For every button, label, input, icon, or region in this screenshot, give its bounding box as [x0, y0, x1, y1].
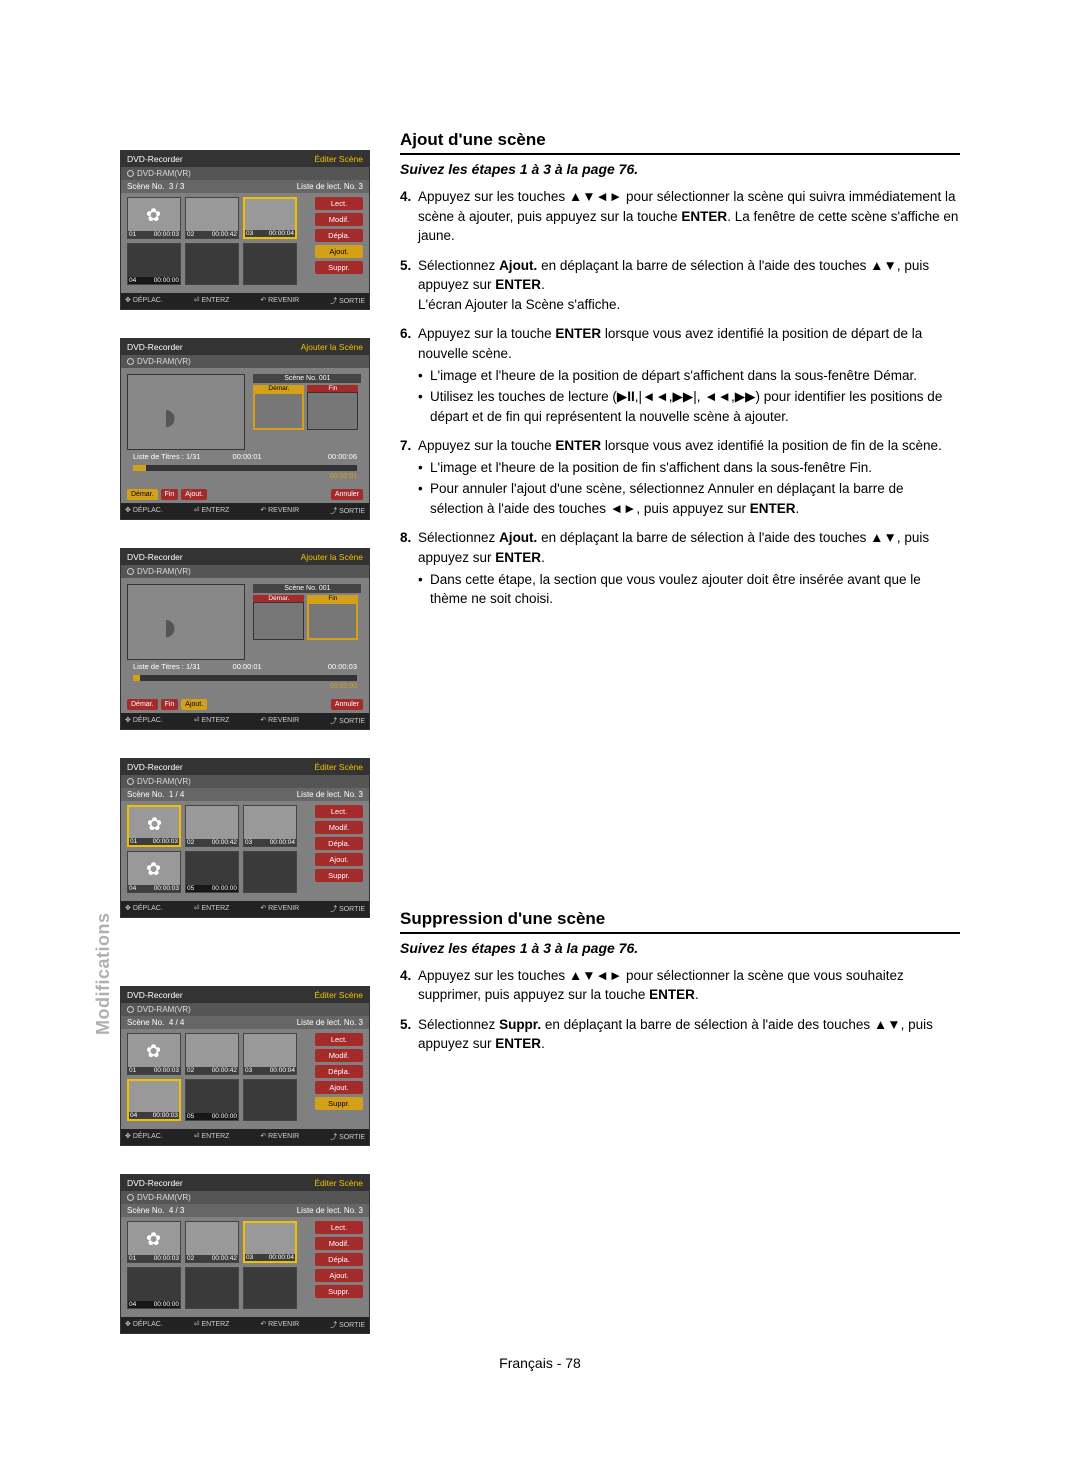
section2-steps: 4.Appuyez sur les touches ▲▼◄► pour séle… — [400, 966, 960, 1054]
panel-add-scene-1: DVD-RecorderAjouter la Scène DVD-RAM(VR)… — [120, 338, 370, 520]
hdr-recorder: DVD-Recorder — [127, 154, 183, 164]
btn-annuler[interactable]: Annuler — [331, 489, 363, 500]
panel-edit-scene-2: DVD-RecorderÉditer Scène DVD-RAM(VR) Scè… — [120, 758, 370, 918]
btn-fin[interactable]: Fin — [161, 489, 179, 500]
panel-add-scene-2: DVD-RecorderAjouter la Scène DVD-RAM(VR)… — [120, 548, 370, 730]
btn-ajout2[interactable]: Ajout. — [181, 489, 207, 500]
btn-ajout[interactable]: Ajout. — [315, 245, 363, 258]
panel-edit-scene-3: DVD-RecorderÉditer Scène DVD-RAM(VR) Scè… — [120, 986, 370, 1146]
playlist-label: Liste de lect. No. 3 — [297, 182, 363, 191]
panel-footer: ✥ DÉPLAC.⏎ ENTERZ↶ REVENIR⤴ SORTIE — [121, 293, 369, 309]
btn-suppr[interactable]: Suppr. — [315, 261, 363, 274]
btn-depla[interactable]: Dépla. — [315, 229, 363, 242]
section2-subtitle: Suivez les étapes 1 à 3 à la page 76. — [400, 940, 960, 956]
instructions-column: Ajout d'une scène Suivez les étapes 1 à … — [400, 130, 960, 1064]
section2-title: Suppression d'une scène — [400, 909, 960, 929]
side-tab-modifications: Modifications — [93, 913, 114, 1036]
hdr-mode: Éditer Scène — [314, 154, 363, 164]
btn-modif[interactable]: Modif. — [315, 213, 363, 226]
section1-title: Ajout d'une scène — [400, 130, 960, 150]
btn-lect[interactable]: Lect. — [315, 197, 363, 210]
screenshots-column: DVD-RecorderÉditer Scène DVD-RAM(VR) Scè… — [120, 150, 370, 1362]
disc-label: DVD-RAM(VR) — [137, 169, 191, 178]
panel-edit-scene-1: DVD-RecorderÉditer Scène DVD-RAM(VR) Scè… — [120, 150, 370, 310]
section1-steps: 4.Appuyez sur les touches ▲▼◄► pour séle… — [400, 187, 960, 609]
section1-subtitle: Suivez les étapes 1 à 3 à la page 76. — [400, 161, 960, 177]
scene-menu[interactable]: Lect. Modif. Dépla. Ajout. Suppr. — [315, 197, 363, 289]
page-footer: Français - 78 — [0, 1355, 1080, 1371]
panel-edit-scene-4: DVD-RecorderÉditer Scène DVD-RAM(VR) Scè… — [120, 1174, 370, 1334]
btn-demar[interactable]: Démar. — [127, 489, 158, 500]
